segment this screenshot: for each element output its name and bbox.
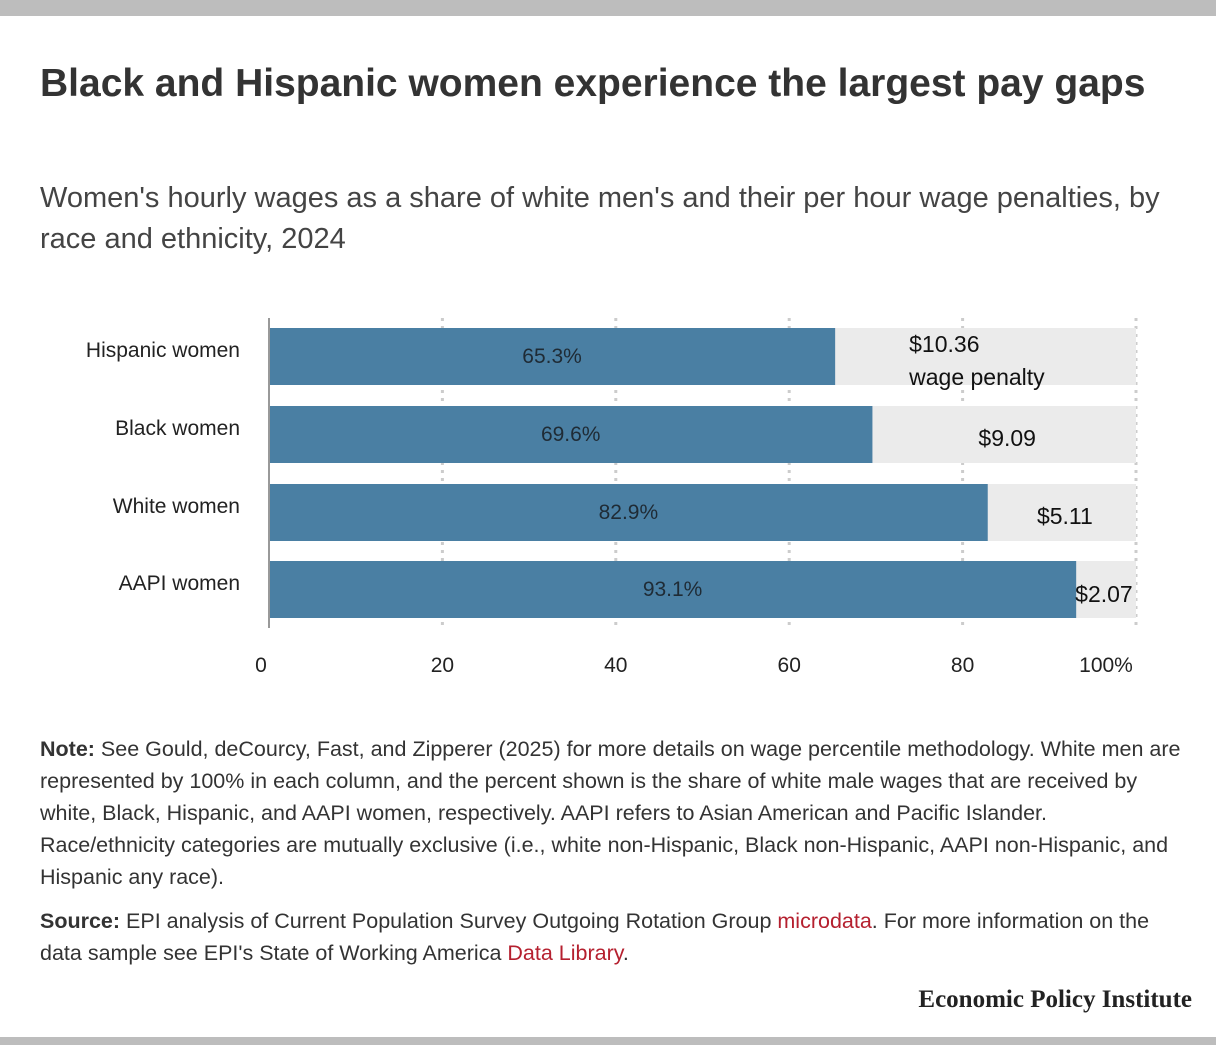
x-tick-label-20: 20 — [431, 654, 454, 677]
note: Note: See Gould, deCourcy, Fast, and Zip… — [40, 733, 1185, 893]
penalty-label-2: $5.11 — [1037, 503, 1093, 529]
category-label-0: Hispanic women — [86, 339, 240, 362]
note-text: See Gould, deCourcy, Fast, and Zipperer … — [40, 737, 1181, 889]
source-text-before: EPI analysis of Current Population Surve… — [126, 909, 772, 933]
x-tick-label-80: 80 — [951, 654, 974, 677]
category-label-1: Black women — [115, 417, 240, 440]
top-border — [0, 0, 1216, 16]
category-label-2: White women — [113, 495, 240, 518]
chart-title: Black and Hispanic women experience the … — [40, 62, 1146, 105]
labels: Hispanic women 65.3% $10.36 wage penalty Bla… — [86, 331, 1133, 607]
penalty-label-0: $10.36 — [909, 331, 979, 357]
source-text-after: . — [622, 941, 629, 965]
chart-subtitle: Women's hourly wages as a share of white… — [40, 182, 1160, 255]
value-bar-2 — [269, 484, 988, 541]
value-bar-3 — [269, 561, 1077, 618]
x-tick-label-40: 40 — [604, 654, 627, 677]
value-bar-1 — [269, 406, 873, 463]
penalty-note: wage penalty — [908, 364, 1045, 390]
data-library-link[interactable]: Data Library — [507, 941, 623, 965]
bottom-border — [0, 1037, 1216, 1045]
category-label-3: AAPI women — [119, 572, 240, 595]
value-label-2: 82.9% — [599, 501, 659, 524]
value-label-0: 65.3% — [522, 345, 582, 368]
brand-logo: Economic Policy Institute — [918, 986, 1192, 1013]
source: Source: EPI analysis of Current Populati… — [40, 905, 1185, 969]
value-label-3: 93.1% — [643, 578, 703, 601]
x-axis: 0 20 40 60 80 100% — [255, 318, 1133, 677]
penalty-label-1: $9.09 — [978, 425, 1036, 451]
value-bar-0 — [269, 328, 836, 385]
source-label: Source: — [40, 909, 121, 933]
x-tick-label-0: 0 — [255, 654, 267, 677]
x-tick-label-100: 100% — [1079, 654, 1133, 677]
note-label: Note: — [40, 737, 95, 761]
bar-chart: Hispanic women 65.3% $10.36 wage penalty Bla… — [86, 318, 1138, 677]
microdata-link[interactable]: microdata — [777, 909, 872, 933]
source-text-middle: . For more information on the data sampl… — [40, 909, 1150, 965]
x-tick-label-60: 60 — [778, 654, 801, 677]
bars — [269, 328, 1136, 618]
value-label-1: 69.6% — [541, 423, 601, 446]
penalty-label-3: $2.07 — [1075, 581, 1133, 607]
